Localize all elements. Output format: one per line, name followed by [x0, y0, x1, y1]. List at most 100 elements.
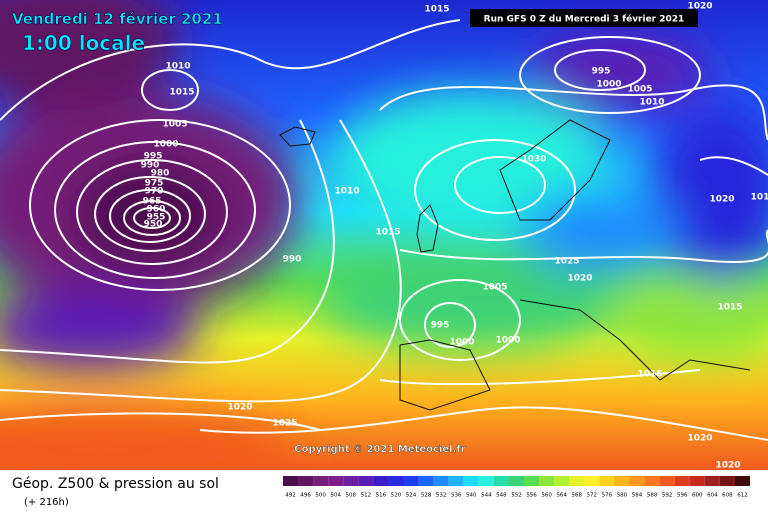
map-date: Vendredi 12 février 2021 — [12, 10, 223, 28]
colorbar-swatch — [373, 476, 389, 486]
isobar-label: 1000 — [153, 140, 178, 150]
isobar-label: 1015 — [169, 88, 194, 98]
colorbar: 492 496 500 504 508 512 516 520 524 528 532 536 540 5… — [283, 476, 750, 499]
run-info: Run GFS 0 Z du Mercredi 3 février 2021 — [484, 14, 685, 25]
colorbar-label: 572 — [587, 493, 598, 499]
isobar-label: 980 — [151, 169, 170, 179]
colorbar-swatch — [508, 476, 525, 486]
colorbar-label: 576 — [602, 493, 613, 499]
colorbar-swatch — [313, 476, 329, 486]
isobar-label: 1025 — [272, 419, 297, 429]
isobar-label: 990 — [283, 255, 302, 265]
colorbar-label: 584 — [632, 493, 643, 499]
colorbar-label: 592 — [662, 493, 673, 499]
isobars — [0, 19, 768, 441]
colorbar-label: 564 — [556, 493, 567, 499]
copyright: Copyright © 2021 Meteociel.fr — [294, 444, 465, 455]
isobar-label: 955 — [147, 213, 166, 223]
colorbar-swatch — [448, 476, 464, 486]
isobar-label: 965 — [143, 197, 162, 207]
colorbar-swatch — [463, 476, 479, 486]
colorbar-label: 532 — [436, 493, 447, 499]
colorbar-label: 540 — [466, 493, 477, 499]
colorbar-swatch — [569, 476, 585, 486]
colorbar-label: 492 — [285, 493, 296, 499]
map-field: 1015 102010101015100510009959909809759709… — [0, 0, 768, 471]
colorbar-swatch — [343, 476, 359, 486]
isobar-label: 1000 — [596, 80, 621, 90]
footer-lead: (+ 216h) — [24, 497, 69, 508]
isobar-label: 995 — [431, 321, 450, 331]
isobar-label: 1020 — [687, 434, 712, 444]
colorbar-label: 520 — [391, 493, 402, 499]
isobar-label: 1025 — [554, 257, 579, 267]
isobar-label: 975 — [145, 179, 164, 189]
coastlines — [279, 119, 751, 411]
colorbar-swatch — [599, 476, 615, 486]
colorbar-label: 556 — [526, 493, 537, 499]
isobar-label: 1000 — [495, 336, 520, 346]
isobar-label: 1020 — [715, 461, 740, 471]
colorbar-label: 524 — [406, 493, 417, 499]
colorbar-swatch — [584, 476, 600, 486]
colorbar-label: 600 — [692, 493, 703, 499]
colorbar-label: 596 — [677, 493, 688, 499]
colorbar-swatch — [674, 476, 690, 486]
run-box — [470, 9, 698, 27]
isobar-label: 1005 — [482, 283, 507, 293]
isobar-labels: 1015 102010101015100510009959909809759709… — [141, 2, 768, 471]
colorbar-label: 588 — [647, 493, 658, 499]
colorbar-label: 548 — [496, 493, 507, 499]
isobar-label: 1020 — [687, 2, 712, 12]
colorbar-swatch — [328, 476, 344, 486]
colorbar-label: 552 — [511, 493, 522, 499]
isobar-label: 1020 — [567, 274, 592, 284]
colorbar-label: 496 — [300, 493, 311, 499]
colorbar-label: 568 — [572, 493, 583, 499]
isobar-label: 1010 — [165, 62, 190, 72]
isobar-label: 1015 — [717, 303, 742, 313]
isobar-label: 1015 — [637, 370, 662, 380]
colorbar-swatch — [719, 476, 735, 486]
isobar-label: 101 — [751, 193, 768, 203]
colorbar-swatch — [539, 476, 555, 486]
colorbar-swatch — [659, 476, 675, 486]
colorbar-swatch — [644, 476, 660, 486]
colorbar-swatch — [524, 476, 540, 486]
colorbar-label: 504 — [330, 493, 341, 499]
isobar-label: 1030 — [521, 155, 546, 165]
isobar-label: 1005 — [162, 120, 187, 130]
colorbar-label: 604 — [707, 493, 718, 499]
colorbar-label: 612 — [737, 493, 748, 499]
isobar-label: 1000 — [449, 338, 474, 348]
colorbar-swatch — [478, 476, 494, 486]
colorbar-label: 608 — [722, 493, 733, 499]
colorbar-swatch — [283, 476, 299, 486]
colorbar-label: 512 — [361, 493, 372, 499]
colorbar-swatch — [614, 476, 630, 486]
colorbar-swatch — [388, 476, 404, 486]
colorbar-label: 580 — [617, 493, 628, 499]
colorbar-label: 536 — [451, 493, 462, 499]
isobar-label: 960 — [147, 205, 166, 215]
isobar-label: 970 — [145, 187, 164, 197]
isobar-label: 1020 — [709, 195, 734, 205]
isobar-label: 995 — [144, 152, 163, 162]
isobar-label: 950 — [144, 220, 163, 230]
colorbar-swatch — [629, 476, 645, 486]
colorbar-swatch — [403, 476, 419, 486]
colorbar-label: 544 — [481, 493, 492, 499]
header: Vendredi 12 février 2021 1:00 locale Run… — [12, 9, 698, 55]
colorbar-swatch — [689, 476, 705, 486]
isobar-label: 990 — [141, 161, 160, 171]
colorbar-label: 508 — [346, 493, 357, 499]
colorbar-swatch — [298, 476, 314, 486]
map-time: 1:00 locale — [22, 31, 145, 55]
colorbar-swatch — [358, 476, 374, 486]
isobar-label: 1015 — [375, 228, 400, 238]
colorbar-label: 560 — [541, 493, 552, 499]
colorbar-swatch — [418, 476, 434, 486]
isobar-label: 1005 — [627, 85, 652, 95]
